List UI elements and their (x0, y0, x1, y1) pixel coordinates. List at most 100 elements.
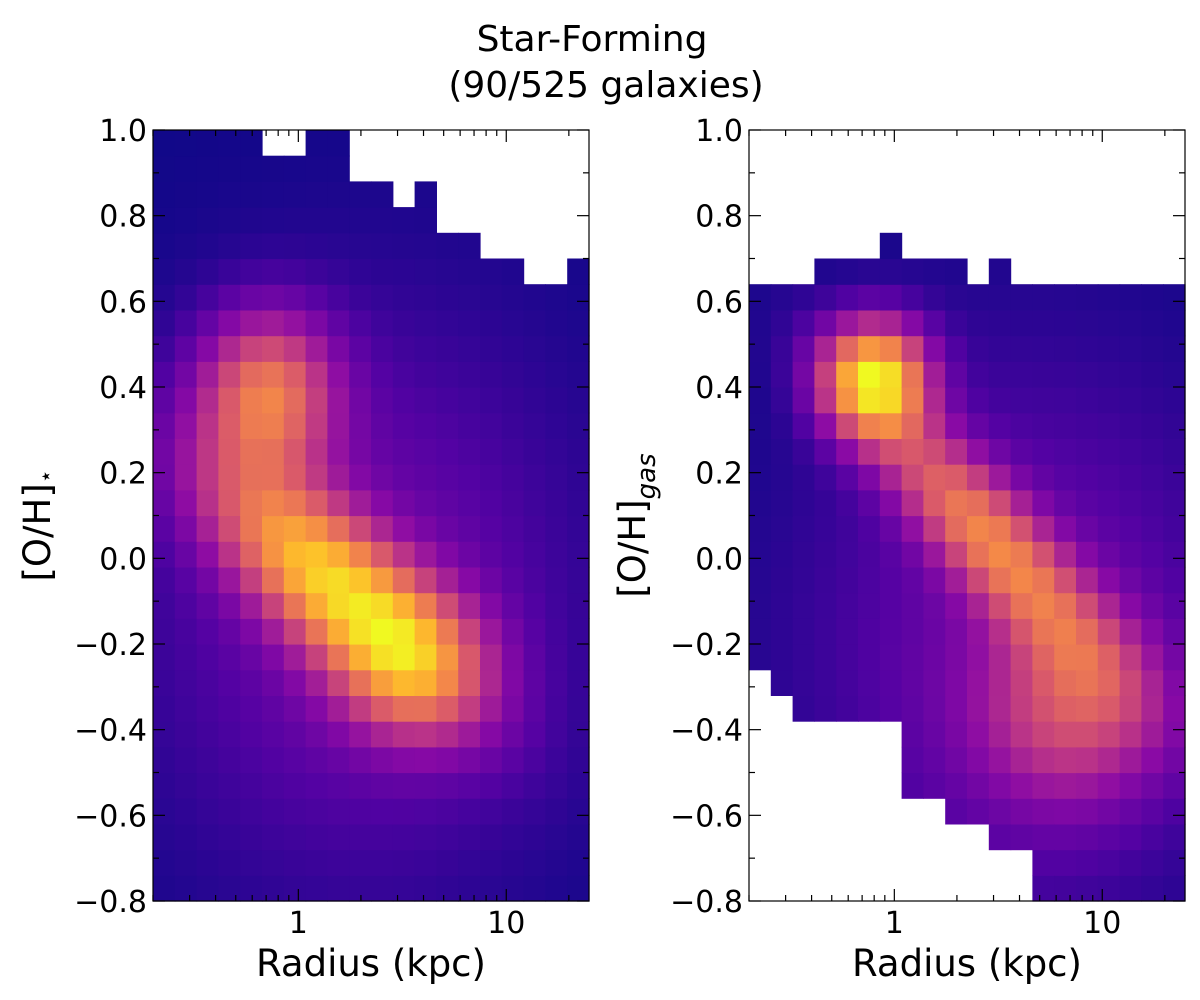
y-tick-label: 0.2 (99, 457, 147, 492)
heatmap-cell (945, 284, 968, 311)
heatmap-cell (1032, 644, 1055, 671)
heatmap-cell (1032, 541, 1055, 568)
heatmap-cell (567, 592, 590, 619)
heatmap-cell (283, 746, 307, 774)
heatmap-cell (196, 823, 219, 851)
heatmap-cell (458, 592, 481, 619)
heatmap-cell (349, 849, 372, 876)
heatmap-cell (153, 438, 176, 465)
heatmap-cell (371, 361, 394, 388)
heatmap-cell (436, 309, 459, 337)
heatmap-cell (458, 669, 481, 696)
heatmap-cell (349, 412, 372, 439)
heatmap-cell (153, 695, 176, 722)
heatmap-cell (218, 361, 241, 388)
heatmap-cell (523, 721, 546, 748)
heatmap-cell (792, 412, 815, 439)
heatmap-cell (879, 232, 903, 260)
heatmap-cell (196, 387, 219, 414)
heatmap-cell (770, 387, 794, 414)
heatmap-cell (196, 284, 219, 311)
heatmap-cell (545, 669, 568, 696)
heatmap-cell (196, 746, 219, 774)
heatmap-cell (240, 772, 263, 799)
heatmap-cell (1010, 798, 1033, 825)
heatmap-cell (240, 284, 263, 311)
heatmap-cell (305, 798, 328, 825)
heatmap-cell (196, 155, 219, 182)
heatmap-cell (945, 695, 968, 722)
heatmap-cell (196, 798, 219, 825)
heatmap-cell (218, 284, 241, 311)
heatmap-cell (153, 669, 176, 696)
heatmap-cell (305, 644, 328, 671)
heatmap-cell (392, 618, 416, 645)
heatmap-cell (349, 464, 372, 491)
y-axis-label: [O/H]gas (611, 453, 662, 597)
heatmap-cell (262, 566, 285, 594)
heatmap-cell (1097, 721, 1121, 748)
heatmap-cell (792, 592, 815, 619)
heatmap-cell (749, 335, 772, 362)
y-tick-label: −0.8 (74, 885, 147, 920)
heatmap-cell (858, 541, 881, 568)
heatmap-cell (1076, 361, 1099, 388)
heatmap-cell (836, 541, 859, 568)
heatmap-cell (174, 746, 198, 774)
heatmap-cell (218, 798, 241, 825)
heatmap-cell (1076, 669, 1099, 696)
heatmap-cell (262, 232, 285, 260)
heatmap-cell (262, 335, 285, 362)
heatmap-cell (480, 566, 503, 594)
heatmap-cell (262, 207, 285, 234)
heatmap-cell (480, 875, 503, 902)
heatmap-cell (458, 721, 481, 748)
heatmap-cell (1010, 746, 1033, 774)
heatmap-cell (240, 618, 263, 645)
heatmap-cell (501, 644, 525, 671)
heatmap-cell (218, 541, 241, 568)
heatmap-cell (174, 644, 198, 671)
heatmap-cell (458, 412, 481, 439)
heatmap-cell (1054, 695, 1077, 722)
heatmap-cell (283, 412, 307, 439)
heatmap-cell (858, 669, 881, 696)
heatmap-cell (567, 823, 590, 851)
heatmap-cell (349, 181, 372, 208)
heatmap-cell (901, 438, 924, 465)
heatmap-cell (458, 464, 481, 491)
left-panel: −0.8 −0.6 −0.4 −0.2 0.0 0.2 0.4 0.6 0.8 1.0 1 10Rad… (16, 114, 590, 985)
heatmap-cell (1010, 412, 1033, 439)
heatmap-cell (501, 772, 525, 799)
heatmap-cell (174, 155, 198, 182)
heatmap-cell (436, 566, 459, 594)
heatmap-cell (749, 464, 772, 491)
heatmap-cell (1097, 541, 1121, 568)
heatmap-cell (305, 130, 328, 157)
heatmap-cell (1119, 823, 1142, 851)
heatmap-cell (836, 489, 859, 517)
heatmap-cell (1054, 823, 1077, 851)
heatmap-cell (792, 618, 815, 645)
heatmap-cell (923, 772, 946, 799)
heatmap-cell (523, 849, 546, 876)
heatmap-cell (1032, 721, 1055, 748)
heatmap-cell (283, 309, 307, 337)
heatmap-cell (174, 695, 198, 722)
heatmap-cell (414, 258, 437, 285)
heatmap-cell (1097, 361, 1121, 388)
heatmap-cell (1032, 669, 1055, 696)
heatmap-cell (262, 695, 285, 722)
heatmap-cell (392, 309, 416, 337)
heatmap-cell (770, 412, 794, 439)
heatmap-cell (1076, 644, 1099, 671)
heatmap-cell (480, 669, 503, 696)
heatmap-cell (262, 155, 285, 182)
heatmap-cell (923, 438, 946, 465)
heatmap-cell (174, 592, 198, 619)
heatmap-cell (349, 207, 372, 234)
heatmap-cells (153, 130, 590, 902)
heatmap-cell (523, 592, 546, 619)
heatmap-cell (879, 284, 903, 311)
heatmap-cell (836, 464, 859, 491)
